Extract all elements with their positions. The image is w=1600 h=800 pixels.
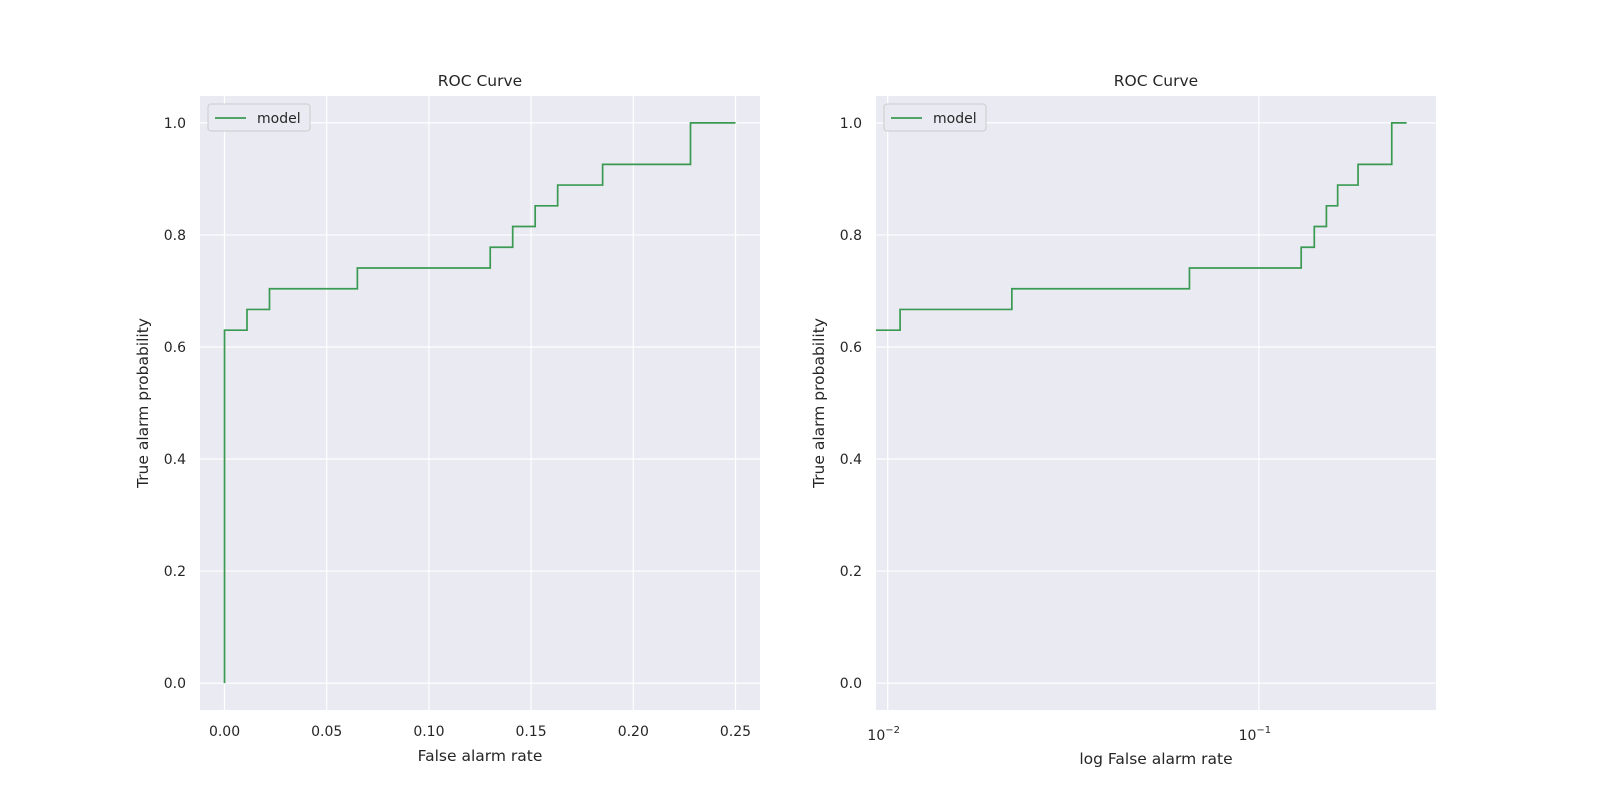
roc-chart-log: 0.0 0.2 0.4 0.6 0.8 1.0 10−2 10−1 ROC Curve log F…: [810, 72, 1436, 768]
legend: model: [207, 103, 311, 132]
x-tick-label: 10−1: [1239, 725, 1272, 744]
legend-box: [883, 103, 987, 132]
x-tick-label: 0.05: [311, 724, 342, 740]
x-tick-label: 0.20: [618, 724, 649, 740]
legend-label: model: [257, 111, 301, 127]
series-line-model: [876, 122, 1407, 332]
roc-chart-linear: 0.0 0.2 0.4 0.6 0.8 1.0 0.00 0.05 0.10 0.15 0.20 0.…: [134, 72, 760, 765]
y-tick-label: 0.4: [164, 452, 186, 468]
y-tick-label: 0.0: [164, 676, 186, 692]
x-tick-label: 0.10: [413, 724, 444, 740]
legend: model: [883, 103, 987, 132]
x-axis-label: False alarm rate: [418, 747, 543, 765]
y-tick-label: 0.0: [840, 676, 862, 692]
x-tick-label: 10−2: [867, 725, 900, 744]
y-tick-label: 0.8: [840, 228, 862, 244]
y-tick-label: 0.2: [164, 564, 186, 580]
y-tick-label: 0.4: [840, 452, 862, 468]
x-tick-label: 0.25: [720, 724, 751, 740]
y-tick-label: 0.8: [164, 228, 186, 244]
x-tick-label: 0.00: [209, 724, 240, 740]
chart-title: ROC Curve: [1114, 72, 1198, 90]
legend-box: [207, 103, 311, 132]
y-tick-label: 0.2: [840, 564, 862, 580]
chart-title: ROC Curve: [438, 72, 522, 90]
y-tick-label: 1.0: [164, 116, 186, 132]
y-axis-label: True alarm probability: [134, 318, 152, 489]
series-line-model: [223, 122, 736, 684]
legend-label: model: [933, 111, 977, 127]
x-tick-label: 0.15: [516, 724, 547, 740]
plot-area: [200, 96, 760, 710]
x-axis-label: log False alarm rate: [1079, 750, 1232, 768]
y-tick-label: 0.6: [840, 340, 862, 356]
y-tick-label: 1.0: [840, 116, 862, 132]
y-axis-label: True alarm probability: [810, 318, 828, 489]
plot-area: [876, 96, 1436, 710]
y-tick-label: 0.6: [164, 340, 186, 356]
